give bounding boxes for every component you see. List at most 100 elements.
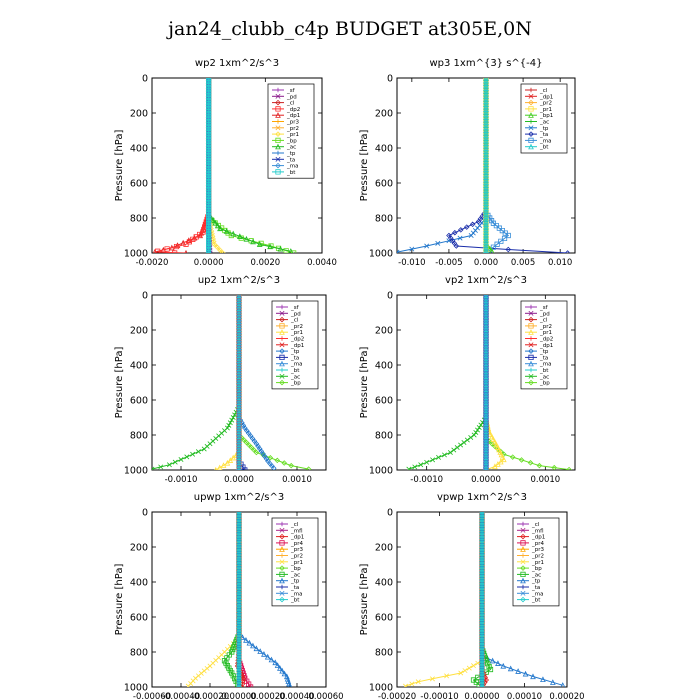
- series-group: [406, 295, 572, 470]
- x-tick-label: 0.00020: [549, 692, 584, 700]
- chart-title: vpwp 1xm^2/s^3: [437, 492, 527, 503]
- legend-label: _bt: [290, 368, 300, 374]
- legend-label: _ac: [290, 374, 300, 380]
- chart-title: wp3 1xm^{3} s^{-4}: [429, 58, 542, 69]
- legend-label: _sf: [286, 88, 296, 94]
- series-markers-tp: [397, 78, 489, 253]
- x-tick-label: 0.000: [474, 258, 498, 268]
- chart-panel-6: vpwp 1xm^2/s^3 Pressure [hPa] 0 200 400 600 80…: [359, 492, 585, 700]
- y-tick-label: 0: [387, 508, 393, 519]
- y-tick-label: 200: [375, 326, 393, 337]
- series-markers-bt: [236, 512, 242, 687]
- legend-marker: [528, 354, 534, 360]
- x-tick-label: 0.00040: [279, 692, 314, 700]
- y-axis-label: Pressure [hPa]: [114, 130, 125, 202]
- y-tick-label: 400: [130, 361, 148, 372]
- legend: _cl_mfl_dp1_pr4_pr3_pr2_pr1_bp_ac_tp_ta_…: [512, 517, 560, 607]
- legend-label: _bp: [286, 138, 297, 144]
- legend-label: _ta: [286, 157, 295, 163]
- series-line-pr1: [215, 295, 240, 470]
- y-tick-label: 400: [375, 144, 393, 155]
- x-tick-label: 0.00060: [308, 692, 343, 700]
- legend-label: _pd: [539, 311, 550, 317]
- y-tick-label: 800: [130, 648, 148, 659]
- legend-label: _sf: [290, 305, 300, 311]
- x-tick-label: -0.00010: [420, 692, 458, 700]
- legend-marker: [528, 119, 534, 124]
- x-tick-label: 0.00000: [464, 692, 499, 700]
- legend-label: _ta: [539, 355, 548, 361]
- series-line-dp2: [157, 78, 210, 253]
- plot-frame: [151, 77, 323, 254]
- y-tick-label: 800: [130, 214, 148, 225]
- legend-marker: [528, 131, 534, 137]
- legend-marker: [275, 99, 281, 106]
- legend-marker: [520, 540, 526, 546]
- y-tick-label: 1000: [369, 466, 393, 477]
- legend-label: _pr2: [539, 324, 552, 330]
- legend-label: _ac: [290, 572, 300, 578]
- legend-marker: [520, 571, 526, 577]
- legend-marker: [520, 590, 526, 596]
- legend-label: _pr1: [539, 330, 552, 336]
- legend-marker: [279, 553, 285, 558]
- y-axis-label: Pressure [hPa]: [359, 347, 370, 419]
- legend-marker: [279, 336, 285, 341]
- legend-label: _ac: [539, 120, 549, 126]
- y-tick-label: 1000: [124, 466, 148, 477]
- legend-marker: [528, 360, 534, 367]
- legend-marker: [520, 577, 526, 584]
- legend-marker: [275, 162, 281, 169]
- legend-marker: [275, 119, 281, 124]
- y-tick-label: 1000: [124, 249, 148, 260]
- legend-marker: [528, 323, 534, 329]
- legend-label: _bp: [290, 381, 301, 387]
- x-tick-label: -0.00020: [191, 692, 229, 700]
- legend-label: _bp: [539, 381, 550, 387]
- series-line-pr1: [187, 512, 240, 687]
- legend-label: _pr1: [290, 330, 303, 336]
- legend-label: _pr2: [290, 554, 303, 560]
- series-markers-bt: [479, 512, 485, 687]
- legend-label: _tp: [290, 579, 300, 585]
- legend-marker: [279, 316, 285, 323]
- series-group: [403, 512, 566, 687]
- y-axis-label: Pressure [hPa]: [114, 564, 125, 636]
- y-tick-label: 400: [130, 578, 148, 589]
- y-tick-label: 200: [130, 543, 148, 554]
- series-markers-bt: [206, 78, 212, 253]
- legend-marker: [279, 577, 285, 584]
- legend-label: _pd: [286, 94, 297, 100]
- legend: _sf_pd_cl_dp2_dp1_pr3_pr2_pr1_bp_ac_tp_t…: [267, 83, 315, 179]
- y-tick-label: 600: [130, 613, 148, 624]
- legend: _sf_pd_cl_pr2_pr1_dp2_dp1_tp_ta_ma_bt_ac…: [520, 300, 568, 390]
- legend-label: _tp: [286, 151, 296, 157]
- x-tick-label: 0.0040: [307, 258, 337, 268]
- y-tick-label: 200: [130, 109, 148, 120]
- legend-label: _cl: [290, 522, 299, 528]
- legend-label: _bp: [531, 566, 542, 572]
- x-tick-label: 0.0010: [282, 475, 312, 485]
- y-tick-label: 600: [375, 179, 393, 190]
- x-tick-label: -0.0010: [165, 475, 198, 485]
- y-tick-label: 1000: [369, 249, 393, 260]
- x-tick-label: 0.0000: [224, 475, 254, 485]
- series-group: [397, 78, 571, 253]
- legend-marker: [528, 137, 534, 143]
- legend-marker: [528, 112, 534, 118]
- x-tick-label: -0.0020: [136, 258, 169, 268]
- legend-label: _bt: [539, 145, 549, 151]
- legend-label: _dp2: [286, 107, 300, 113]
- legend-label: _pr1: [539, 107, 552, 113]
- x-tick-label: 0.0010: [530, 475, 560, 485]
- legend-marker: [528, 125, 534, 131]
- legend-marker: [528, 93, 534, 99]
- x-tick-label: -0.005: [435, 258, 462, 268]
- legend-label: _dp2: [539, 337, 553, 343]
- chart-panel-3: up2 1xm^2/s^3 Pressure [hPa] 0 200 400 600 800…: [114, 275, 327, 485]
- legend-marker: [279, 304, 285, 310]
- x-tick-label: -0.00040: [162, 692, 200, 700]
- legend-marker: [279, 584, 285, 590]
- legend-label: _cl: [539, 318, 548, 324]
